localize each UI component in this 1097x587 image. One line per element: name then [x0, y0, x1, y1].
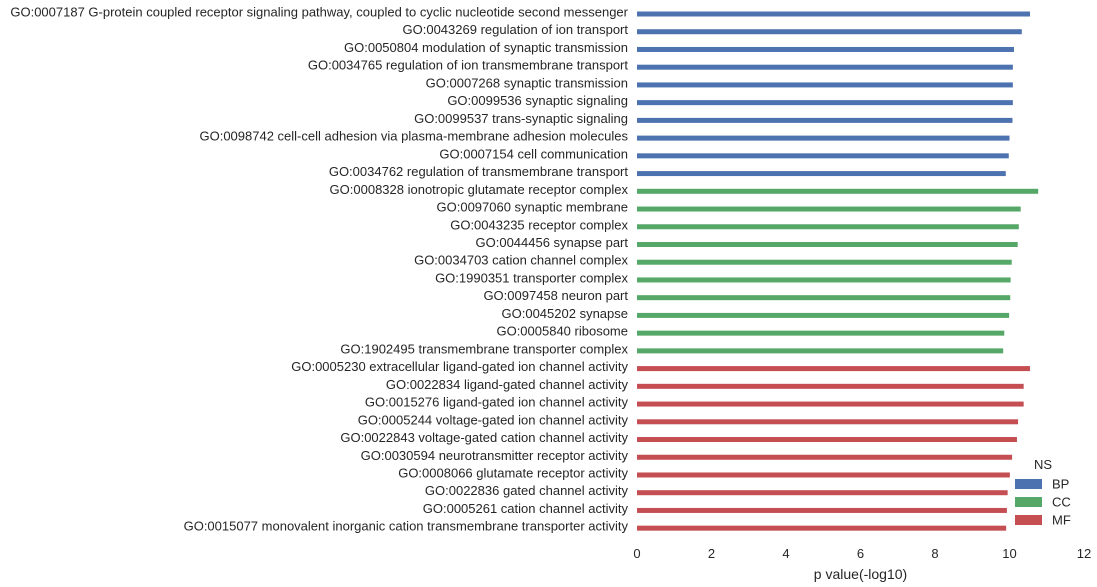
legend-swatch-mf [1015, 515, 1042, 525]
category-label: GO:0043269 regulation of ion transport [403, 22, 629, 37]
category-label: GO:0008328 ionotropic glutamate receptor… [330, 182, 629, 197]
category-label: GO:0099537 trans-synaptic signaling [414, 111, 628, 126]
category-label: GO:0045202 synapse [502, 306, 628, 321]
category-label: GO:0097458 neuron part [483, 288, 628, 303]
bar-mf [637, 419, 1019, 425]
bar-bp [637, 29, 1022, 35]
category-label: GO:0005230 extracellular ligand-gated io… [291, 359, 628, 374]
bar-mf [637, 366, 1030, 372]
category-label: GO:0034765 regulation of ion transmembra… [308, 58, 629, 73]
bar-bp [637, 171, 1006, 177]
category-label: GO:0007268 synaptic transmission [426, 75, 628, 90]
x-tick-label: 0 [633, 546, 640, 561]
category-label: GO:0044456 synapse part [476, 235, 629, 250]
category-label: GO:0050804 modulation of synaptic transm… [344, 40, 628, 55]
x-tick-label: 2 [708, 546, 715, 561]
bar-cc [637, 259, 1012, 265]
bar-cc [637, 224, 1019, 230]
category-label: GO:0097060 synaptic membrane [437, 200, 629, 215]
bar-bp [637, 100, 1013, 106]
bar-mf [637, 437, 1017, 443]
bar-bp [637, 64, 1013, 70]
legend-label-cc: CC [1052, 495, 1071, 510]
x-tick-label: 4 [782, 546, 789, 561]
legend-swatch-bp [1015, 479, 1042, 489]
bar-mf [637, 401, 1024, 407]
category-label: GO:0043235 receptor complex [450, 217, 628, 232]
x-axis-label: p value(-log10) [814, 566, 907, 582]
bar-mf [637, 507, 1007, 513]
category-label: GO:0007154 cell communication [439, 146, 628, 161]
bar-cc [637, 330, 1005, 336]
category-label: GO:1990351 transporter complex [435, 270, 628, 285]
category-label: GO:0005244 voltage-gated ion channel act… [358, 412, 629, 427]
category-label: GO:0005261 cation channel activity [423, 501, 629, 516]
legend-label-mf: MF [1052, 513, 1071, 528]
category-label: GO:0015077 monovalent inorganic cation t… [184, 519, 629, 534]
category-labels-group: GO:0007187 G-protein coupled receptor si… [10, 5, 628, 534]
x-ticks-group: 0 2 4 6 8 10 12 [633, 546, 1091, 561]
category-label: GO:0034762 regulation of transmembrane t… [329, 164, 629, 179]
legend-label-bp: BP [1052, 477, 1069, 492]
category-label: GO:0015276 ligand-gated ion channel acti… [365, 395, 629, 410]
bar-mf [637, 454, 1013, 460]
category-label: GO:0030594 neurotransmitter receptor act… [361, 448, 629, 463]
bar-bp [637, 135, 1010, 141]
legend-title: NS [1034, 457, 1052, 472]
category-label: GO:0098742 cell-cell adhesion via plasma… [199, 129, 628, 144]
bar-cc [637, 348, 1004, 354]
bars-group [637, 11, 1039, 531]
bar-cc [637, 188, 1039, 194]
category-label: GO:0008066 glutamate receptor activity [398, 465, 628, 480]
bar-bp [637, 11, 1030, 17]
legend-swatch-cc [1015, 497, 1042, 507]
bar-cc [637, 295, 1011, 301]
category-label: GO:0022834 ligand-gated channel activity [386, 377, 629, 392]
category-label: GO:0022843 voltage-gated cation channel … [340, 430, 628, 445]
bar-bp [637, 82, 1013, 88]
category-label: GO:0034703 cation channel complex [414, 253, 628, 268]
legend: NS BP CC MF [1015, 457, 1071, 528]
bar-bp [637, 46, 1014, 52]
bar-cc [637, 206, 1021, 212]
x-tick-label: 6 [857, 546, 864, 561]
x-tick-label: 8 [931, 546, 938, 561]
bar-bp [637, 153, 1009, 159]
bar-mf [637, 490, 1008, 496]
category-label: GO:0005840 ribosome [496, 324, 628, 339]
bar-mf [637, 525, 1007, 531]
bar-cc [637, 312, 1010, 318]
x-tick-label: 12 [1077, 546, 1091, 561]
category-label: GO:1902495 transmembrane transporter com… [340, 341, 628, 356]
bar-cc [637, 241, 1018, 247]
bar-bp [637, 117, 1013, 123]
category-label: GO:0022836 gated channel activity [425, 483, 629, 498]
bar-cc [637, 277, 1011, 283]
category-label: GO:0099536 synaptic signaling [447, 93, 628, 108]
bar-mf [637, 472, 1010, 478]
x-tick-label: 10 [1002, 546, 1016, 561]
bar-mf [637, 383, 1024, 389]
category-label: GO:0007187 G-protein coupled receptor si… [10, 5, 628, 20]
